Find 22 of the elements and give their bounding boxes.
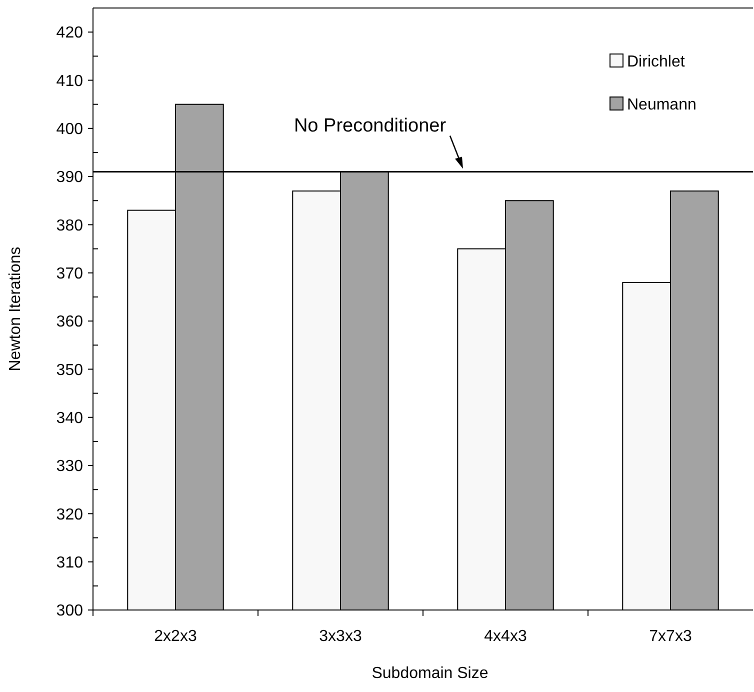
y-tick-label: 380 [56, 217, 84, 234]
y-tick-label: 390 [56, 169, 84, 186]
x-tick-label: 2x2x3 [154, 628, 197, 645]
legend-label: Neumann [627, 96, 696, 114]
y-tick-label: 330 [56, 458, 84, 476]
x-tick-label: 3x3x3 [319, 628, 362, 645]
x-tick-label: 4x4x3 [484, 628, 527, 645]
y-tick-label: 400 [56, 121, 84, 138]
y-tick-label: 420 [56, 24, 84, 42]
y-tick-label: 360 [56, 314, 84, 331]
y-tick-label: 340 [56, 410, 84, 427]
y-tick-label: 310 [56, 554, 84, 572]
ref-line-label: No Preconditioner [294, 116, 447, 137]
y-axis-title: Newton Iterations [7, 246, 24, 372]
x-tick-label: 7x7x3 [649, 628, 692, 645]
y-tick-label: 350 [56, 362, 84, 379]
x-axis-title: Subdomain Size [372, 665, 488, 682]
y-tick-label: 300 [56, 602, 84, 620]
y-tick-label: 370 [56, 265, 84, 282]
legend-label: Dirichlet [627, 54, 686, 71]
y-tick-label: 320 [56, 506, 84, 524]
y-tick-label: 410 [56, 72, 84, 90]
